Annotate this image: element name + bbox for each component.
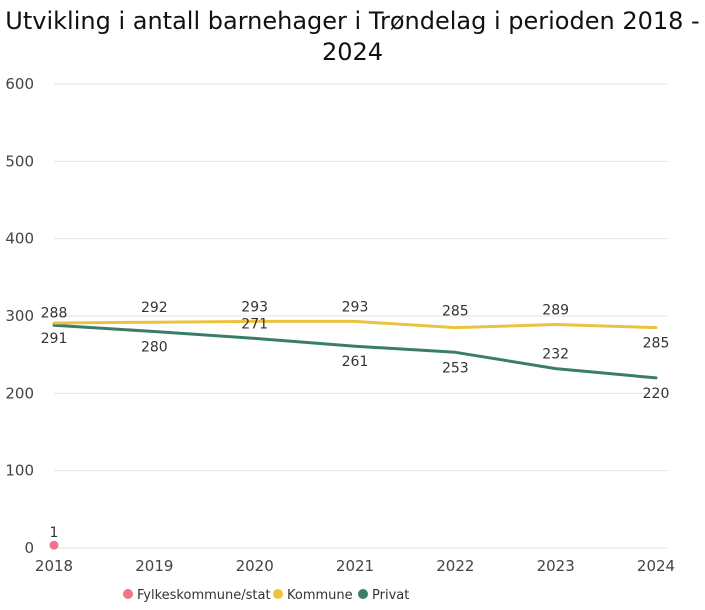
legend-label-kommune: Kommune	[287, 588, 353, 603]
data-label-privat-2019: 280	[141, 339, 168, 355]
chart-title-line-2: 2024	[321, 38, 384, 66]
x-tick-label-2020: 2020	[236, 557, 274, 575]
data-label-kommune-2021: 293	[342, 299, 369, 315]
legend-marker-privat	[358, 589, 368, 599]
x-tick-label-2024: 2024	[637, 557, 675, 575]
y-tick-label-100: 100	[5, 462, 34, 480]
data-label-privat-2022: 253	[442, 360, 469, 376]
legend-marker-kommune	[273, 589, 283, 599]
point-fylkeskommune-2018	[49, 540, 59, 550]
legend-label-fylkeskommune-stat: Fylkeskommune/stat	[137, 588, 271, 603]
data-label-kommune-2020: 293	[241, 299, 268, 315]
x-tick-label-2019: 2019	[135, 557, 173, 575]
chart-title: Utvikling i antall barnehager i Trøndela…	[0, 6, 705, 68]
data-label-privat-2024: 220	[643, 386, 670, 402]
data-label-kommune-2022: 285	[442, 304, 469, 320]
data-label-privat-2021: 261	[342, 354, 369, 370]
legend-marker-fylkeskommune-stat	[123, 589, 133, 599]
data-label-kommune-2019: 292	[141, 300, 168, 316]
legend-label-privat: Privat	[372, 588, 409, 603]
x-tick-label-2022: 2022	[436, 557, 474, 575]
chart-title-line-1: Utvikling i antall barnehager i Trøndela…	[5, 7, 700, 35]
series-line-privat	[52, 323, 658, 380]
data-label-fylkeskommune-2018: 1	[50, 525, 59, 541]
data-label-privat-2023: 232	[542, 347, 569, 363]
y-tick-label-500: 500	[5, 152, 34, 170]
data-label-kommune-2023: 289	[542, 303, 569, 319]
x-tick-label-2023: 2023	[537, 557, 575, 575]
x-tick-label-2021: 2021	[336, 557, 374, 575]
data-label-kommune-2024: 285	[643, 336, 670, 352]
y-tick-label-200: 200	[5, 384, 34, 402]
y-tick-label-300: 300	[5, 307, 34, 325]
y-tick-label-0: 0	[24, 539, 34, 557]
data-label-privat-2018: 288	[41, 305, 68, 321]
y-tick-label-400: 400	[5, 230, 34, 248]
y-tick-label-600: 600	[5, 75, 34, 93]
series-line-kommune	[52, 319, 658, 330]
data-label-privat-2020: 271	[241, 316, 268, 332]
x-tick-label-2018: 2018	[35, 557, 73, 575]
data-label-kommune-2018: 291	[41, 331, 68, 347]
